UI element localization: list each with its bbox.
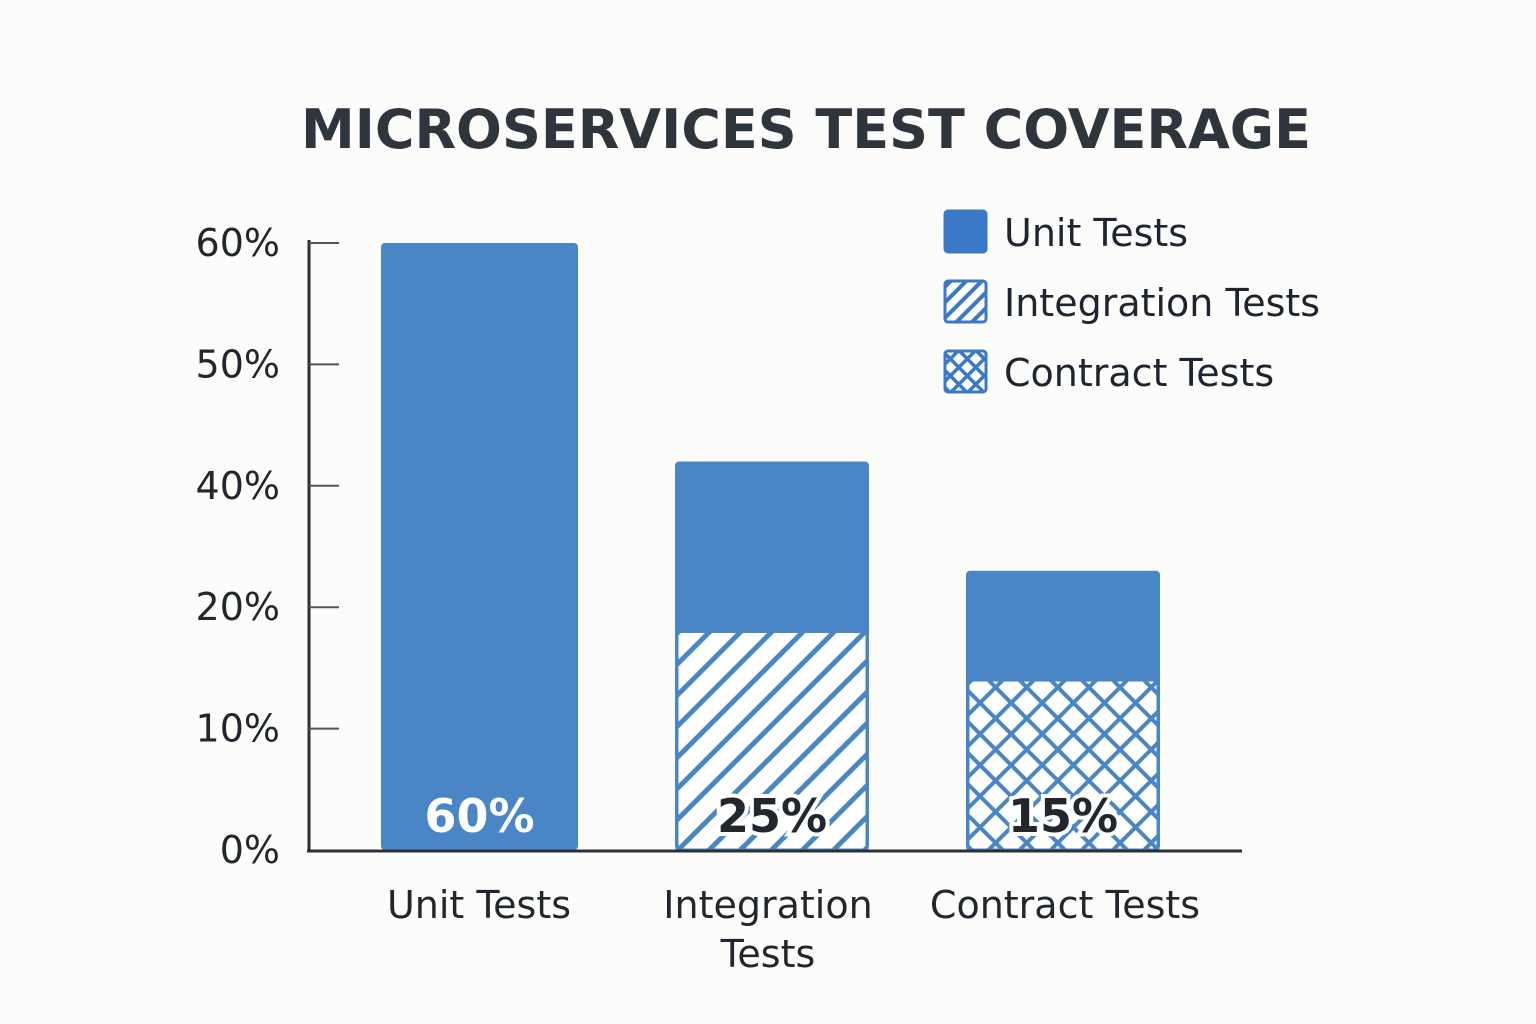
data-label: 15% (1008, 789, 1118, 843)
y-tick-label: 50% (196, 342, 280, 386)
y-tick-label: 0% (220, 828, 280, 872)
x-axis: Unit Tests Integration Tests Contract Tests (307, 849, 1242, 976)
y-tick-label: 60% (196, 221, 280, 265)
legend-swatch-cross-hatch (943, 349, 988, 394)
legend-label: Contract Tests (1004, 351, 1274, 395)
legend-swatch-solid (943, 209, 988, 254)
bar-total-0 (381, 243, 578, 850)
data-label: 60% (424, 789, 534, 843)
y-tick-label: 40% (196, 464, 280, 508)
legend-swatch-diagonal-hatch (943, 279, 988, 324)
x-category-label: Unit Tests (387, 883, 571, 927)
legend-label: Integration Tests (1004, 281, 1320, 325)
x-category-label: Tests (720, 932, 816, 976)
data-label: 25% (717, 789, 827, 843)
bar-pattern-segment-2 (966, 678, 1160, 852)
x-category-label: Integration (663, 883, 872, 927)
chart-title: MICROSERVICES TEST COVERAGE (301, 98, 1311, 161)
y-tick-label: 10% (196, 707, 280, 751)
legend: Unit Tests Integration Tests Contract Test… (943, 209, 1320, 395)
bars: 60% 25% 15% (381, 243, 1160, 852)
x-category-label: Contract Tests (930, 883, 1200, 927)
bar-pattern-segment-1 (675, 629, 869, 852)
y-tick-label: 20% (196, 585, 280, 629)
y-axis: 0% 10% 20% 40% 50% 60% (196, 221, 339, 872)
legend-label: Unit Tests (1004, 211, 1188, 255)
